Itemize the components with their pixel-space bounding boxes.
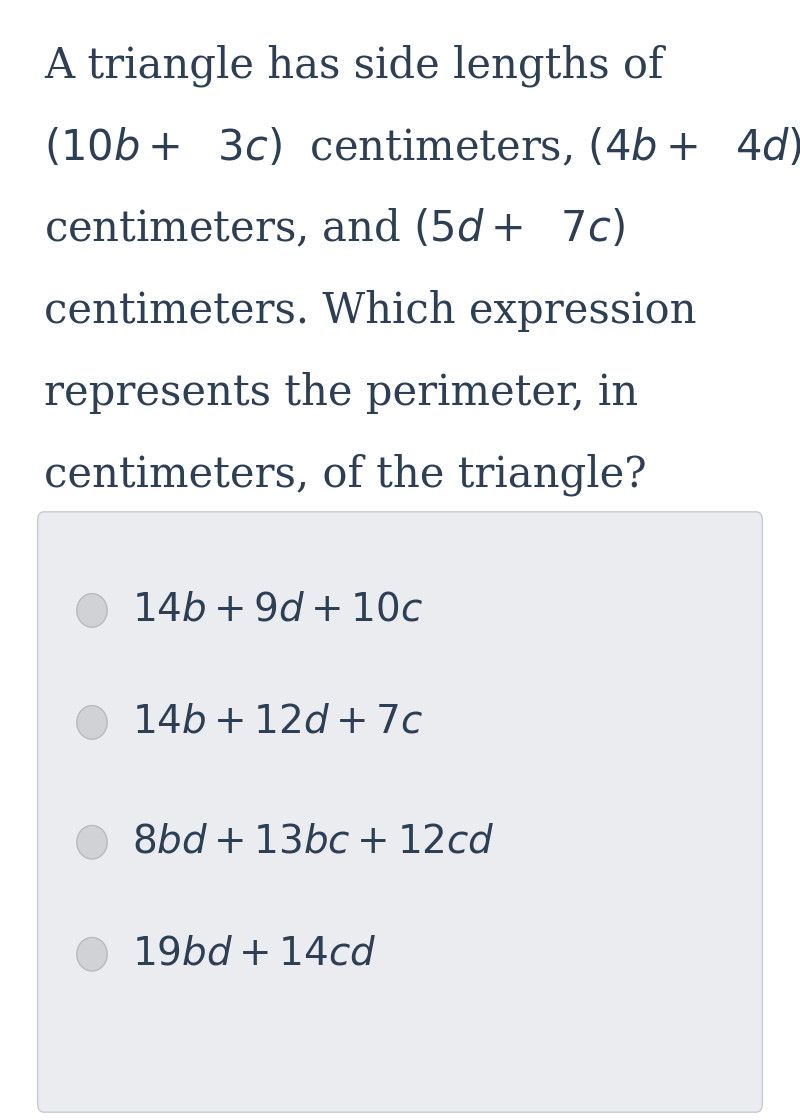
Ellipse shape [77, 594, 107, 627]
Text: centimeters, of the triangle?: centimeters, of the triangle? [44, 454, 646, 496]
Ellipse shape [77, 825, 107, 859]
Text: $14b + 9d + 10c$: $14b + 9d + 10c$ [132, 591, 423, 629]
Ellipse shape [77, 937, 107, 971]
Text: $(10b +\ \ 3c)$  centimeters, $(4b +\ \ 4d)$: $(10b +\ \ 3c)$ centimeters, $(4b +\ \ 4… [44, 127, 800, 169]
Text: $19bd + 14cd$: $19bd + 14cd$ [132, 935, 376, 973]
Ellipse shape [77, 706, 107, 739]
Text: represents the perimeter, in: represents the perimeter, in [44, 372, 638, 414]
FancyBboxPatch shape [38, 512, 762, 1112]
Text: $14b + 12d + 7c$: $14b + 12d + 7c$ [132, 703, 423, 741]
Text: centimeters, and $(5d +\ \ 7c)$: centimeters, and $(5d +\ \ 7c)$ [44, 208, 625, 251]
Text: $8bd + 13bc + 12cd$: $8bd + 13bc + 12cd$ [132, 823, 494, 861]
Text: A triangle has side lengths of: A triangle has side lengths of [44, 45, 663, 87]
Text: centimeters. Which expression: centimeters. Which expression [44, 290, 697, 333]
